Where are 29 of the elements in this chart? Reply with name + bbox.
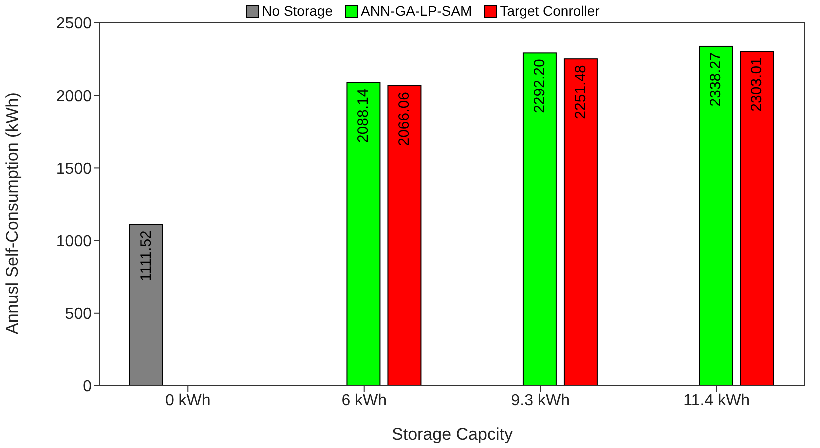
- x-tick-label: 6 kWh: [342, 392, 388, 410]
- bar: [740, 51, 774, 386]
- x-tick-label: 0 kWh: [165, 392, 211, 410]
- data-label: 2066.06: [396, 92, 414, 146]
- data-label: 2292.20: [531, 59, 548, 114]
- bar: [129, 224, 164, 386]
- legend-label: ANN-GA-LP-SAM: [360, 3, 472, 19]
- x-axis-title: Storage Capcity: [392, 425, 514, 444]
- y-axis-title: Annusl Self-Consumption (kWh): [3, 92, 22, 334]
- y-tick-label: 2500: [56, 16, 92, 33]
- bar: [564, 58, 598, 386]
- data-label: 2303.01: [748, 58, 766, 112]
- y-tick-label: 1000: [56, 233, 92, 250]
- y-tick-label: 0: [83, 378, 92, 396]
- bar: [699, 46, 734, 386]
- bar: [346, 82, 381, 386]
- bar: [522, 52, 557, 386]
- y-tick-label: 500: [65, 306, 92, 324]
- y-tick-label: 2000: [56, 88, 92, 106]
- data-label: 2338.27: [708, 52, 725, 107]
- x-tick-label: 9.3 kWh: [511, 392, 570, 410]
- legend-label: No Storage: [262, 3, 333, 19]
- legend-label: Target Conroller: [500, 3, 600, 19]
- x-tick-label: 11.4 kWh: [684, 392, 750, 410]
- bar: [388, 86, 422, 386]
- y-tick-label: 1500: [56, 160, 92, 178]
- data-label: 2251.48: [572, 65, 590, 120]
- data-label: 2088.14: [355, 88, 372, 144]
- data-label: 1111.52: [138, 230, 155, 282]
